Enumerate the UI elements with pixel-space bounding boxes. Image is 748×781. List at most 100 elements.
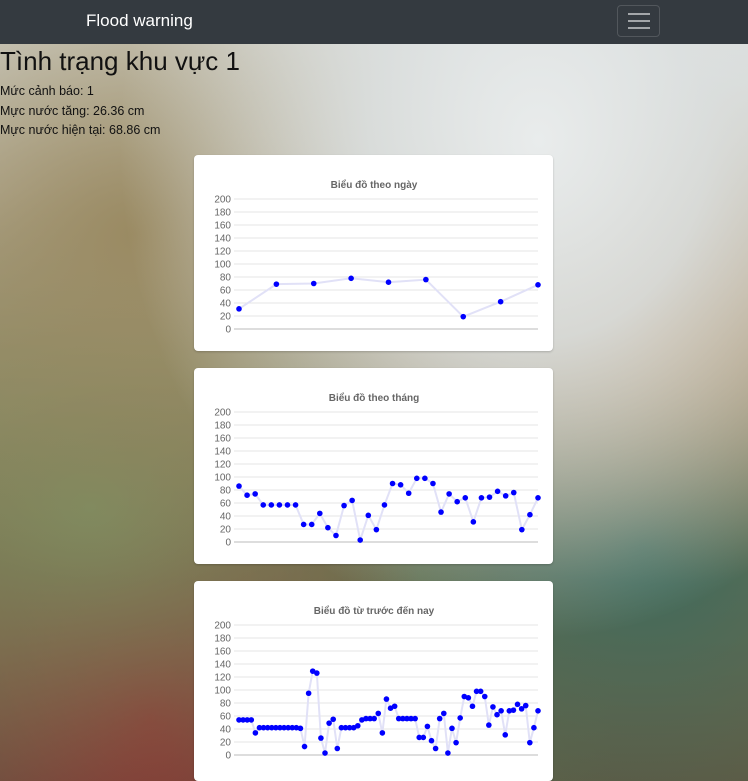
data-point[interactable] (535, 708, 541, 714)
data-point[interactable] (424, 723, 431, 730)
data-point[interactable] (341, 502, 347, 509)
data-point[interactable] (256, 724, 263, 731)
data-point[interactable] (385, 279, 392, 285)
data-point[interactable] (334, 745, 341, 752)
data-point[interactable] (389, 480, 396, 487)
data-point[interactable] (404, 715, 410, 722)
data-point[interactable] (510, 489, 517, 496)
data-point[interactable] (457, 715, 463, 721)
data-point[interactable] (365, 512, 372, 519)
data-point[interactable] (325, 524, 331, 531)
data-point[interactable] (527, 739, 533, 746)
data-point[interactable] (277, 724, 283, 731)
data-point[interactable] (300, 521, 307, 528)
data-point[interactable] (420, 734, 427, 741)
data-point[interactable] (514, 701, 521, 708)
data-point[interactable] (494, 488, 501, 495)
data-point[interactable] (326, 720, 332, 726)
data-point[interactable] (317, 510, 323, 517)
data-point[interactable] (502, 732, 509, 738)
data-point[interactable] (371, 715, 377, 722)
data-point[interactable] (535, 282, 541, 288)
data-point[interactable] (423, 276, 429, 283)
data-point[interactable] (445, 750, 451, 756)
data-point[interactable] (289, 724, 296, 731)
data-point[interactable] (375, 710, 382, 717)
data-point[interactable] (357, 537, 364, 543)
data-point[interactable] (248, 717, 255, 723)
data-point[interactable] (252, 730, 259, 736)
data-point[interactable] (273, 281, 280, 287)
data-point[interactable] (438, 509, 444, 515)
data-point[interactable] (395, 715, 402, 722)
data-point[interactable] (276, 502, 283, 508)
data-point[interactable] (446, 491, 452, 497)
data-point[interactable] (494, 711, 500, 718)
data-point[interactable] (338, 724, 345, 731)
data-point[interactable] (408, 715, 414, 722)
data-point[interactable] (373, 526, 380, 533)
data-point[interactable] (292, 502, 299, 508)
data-point[interactable] (490, 704, 496, 710)
data-point[interactable] (481, 693, 488, 700)
data-point[interactable] (318, 735, 324, 741)
data-point[interactable] (322, 750, 328, 756)
data-point[interactable] (469, 703, 476, 710)
hamburger-menu-button[interactable] (617, 5, 660, 37)
data-point[interactable] (400, 715, 406, 722)
data-point[interactable] (305, 690, 312, 697)
data-point[interactable] (301, 743, 308, 750)
data-point[interactable] (527, 511, 533, 518)
data-point[interactable] (497, 298, 504, 305)
data-point[interactable] (354, 722, 361, 729)
data-point[interactable] (264, 724, 271, 731)
data-point[interactable] (460, 313, 467, 320)
data-point[interactable] (240, 717, 246, 723)
data-point[interactable] (367, 715, 373, 722)
data-point[interactable] (478, 495, 485, 501)
data-point[interactable] (477, 688, 484, 695)
data-point[interactable] (348, 275, 354, 282)
data-point[interactable] (454, 498, 460, 505)
data-point[interactable] (346, 724, 353, 731)
data-point[interactable] (422, 475, 428, 482)
data-point[interactable] (244, 717, 250, 723)
data-point[interactable] (397, 482, 404, 488)
data-point[interactable] (453, 739, 459, 746)
data-point[interactable] (502, 493, 509, 499)
data-point[interactable] (416, 734, 423, 741)
data-point[interactable] (465, 695, 472, 701)
data-point[interactable] (535, 495, 541, 501)
data-point[interactable] (432, 745, 439, 752)
data-point[interactable] (236, 717, 242, 723)
data-point[interactable] (518, 706, 525, 712)
data-point[interactable] (281, 724, 287, 731)
data-point[interactable] (412, 715, 418, 722)
data-point[interactable] (462, 495, 469, 501)
data-point[interactable] (273, 724, 279, 731)
data-point[interactable] (510, 707, 517, 713)
data-point[interactable] (244, 492, 250, 498)
data-point[interactable] (473, 688, 480, 695)
data-point[interactable] (413, 475, 420, 482)
data-point[interactable] (391, 703, 398, 710)
data-point[interactable] (428, 737, 435, 744)
data-point[interactable] (252, 491, 258, 497)
data-point[interactable] (314, 670, 320, 676)
data-point[interactable] (236, 306, 242, 312)
data-point[interactable] (440, 710, 447, 717)
data-point[interactable] (349, 497, 355, 504)
data-point[interactable] (430, 480, 436, 487)
data-point[interactable] (436, 715, 443, 722)
data-point[interactable] (405, 490, 412, 497)
data-point[interactable] (297, 725, 304, 732)
data-point[interactable] (363, 715, 369, 722)
data-point[interactable] (330, 716, 337, 723)
navbar-brand[interactable]: Flood warning (86, 11, 193, 30)
data-point[interactable] (268, 724, 275, 731)
data-point[interactable] (333, 532, 339, 539)
data-point[interactable] (236, 483, 242, 489)
data-point[interactable] (381, 502, 388, 508)
data-point[interactable] (310, 280, 317, 287)
data-point[interactable] (470, 519, 477, 525)
